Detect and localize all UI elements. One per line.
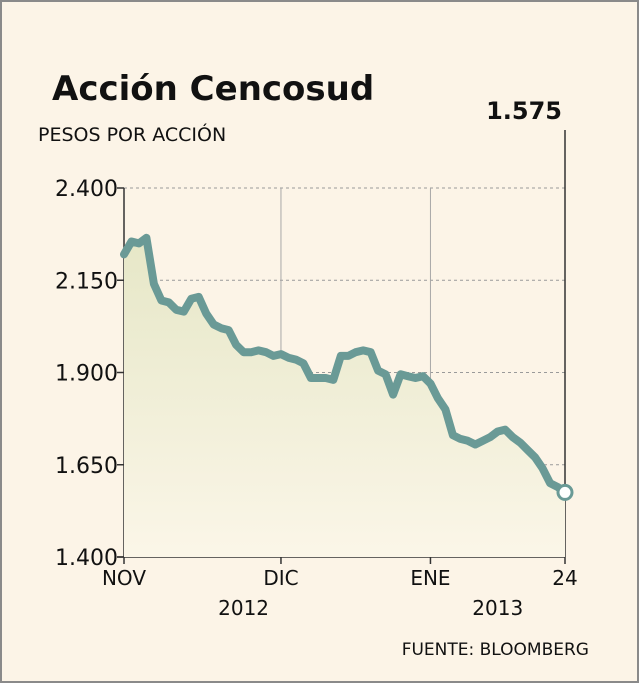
last-point-marker — [556, 483, 574, 501]
year-label: 2012 — [218, 596, 269, 620]
y-tick-label: 1.400 — [55, 546, 118, 571]
series-line — [120, 233, 569, 497]
chart-title: Acción Cencosud — [52, 69, 374, 109]
source-note: FUENTE: BLOOMBERG — [402, 640, 589, 660]
year-label: 2013 — [472, 596, 523, 620]
y-tick-label: 2.400 — [55, 177, 118, 202]
x-tick-label: ENE — [410, 566, 450, 590]
x-tick-label: 24 — [552, 566, 577, 590]
y-tick-label: 1.650 — [55, 454, 118, 479]
x-tick-label: NOV — [102, 566, 146, 590]
y-tick-label: 2.150 — [55, 269, 118, 294]
x-tick-label: DIC — [263, 566, 298, 590]
last-value-label: 1.575 — [486, 97, 562, 125]
area-fill — [124, 237, 565, 558]
y-tick-label: 1.900 — [55, 362, 118, 387]
y-axis-label: PESOS POR ACCIÓN — [38, 122, 226, 146]
